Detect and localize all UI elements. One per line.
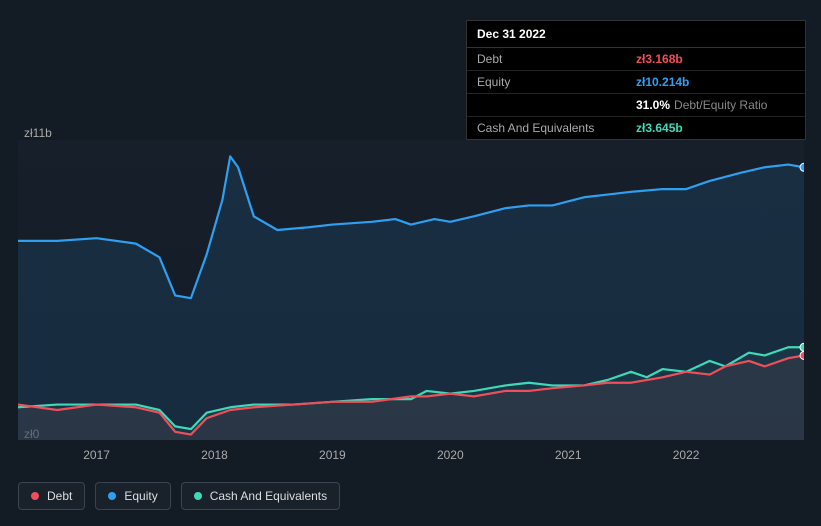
tooltip-row-label: Equity xyxy=(477,75,636,89)
legend-label: Cash And Equivalents xyxy=(210,489,327,503)
tooltip-row-suffix: Debt/Equity Ratio xyxy=(674,98,767,112)
legend-dot-icon xyxy=(108,492,116,500)
tooltip-row: Debtzł3.168b xyxy=(467,48,805,71)
legend-item[interactable]: Debt xyxy=(18,482,85,510)
tooltip-row-value: 31.0%Debt/Equity Ratio xyxy=(636,98,795,112)
tooltip-row-value: zł3.168b xyxy=(636,52,795,66)
x-axis-tick: 2021 xyxy=(555,448,582,462)
x-axis-tick: 2019 xyxy=(319,448,346,462)
legend-item[interactable]: Cash And Equivalents xyxy=(181,482,340,510)
x-axis-tick: 2020 xyxy=(437,448,464,462)
legend-label: Equity xyxy=(124,489,157,503)
legend-dot-icon xyxy=(31,492,39,500)
chart-tooltip: Dec 31 2022 Debtzł3.168bEquityzł10.214b3… xyxy=(466,20,806,140)
tooltip-date: Dec 31 2022 xyxy=(467,21,805,48)
legend-item[interactable]: Equity xyxy=(95,482,170,510)
tooltip-row-label: Cash And Equivalents xyxy=(477,121,636,135)
tooltip-row-value: zł3.645b xyxy=(636,121,795,135)
x-axis-tick: 2022 xyxy=(673,448,700,462)
tooltip-row: Equityzł10.214b xyxy=(467,71,805,94)
tooltip-row-value: zł10.214b xyxy=(636,75,795,89)
tooltip-row: 31.0%Debt/Equity Ratio xyxy=(467,94,805,117)
x-axis-tick: 2017 xyxy=(83,448,110,462)
y-axis-max-label: zł11b xyxy=(24,126,52,140)
legend-label: Debt xyxy=(47,489,72,503)
chart-plot-area[interactable] xyxy=(18,140,804,440)
x-axis-tick: 2018 xyxy=(201,448,228,462)
legend-dot-icon xyxy=(194,492,202,500)
tooltip-row: Cash And Equivalentszł3.645b xyxy=(467,117,805,139)
cash-end-marker xyxy=(800,343,804,351)
tooltip-row-label: Debt xyxy=(477,52,636,66)
debt-end-marker xyxy=(800,351,804,359)
chart-legend: Debt Equity Cash And Equivalents xyxy=(18,482,340,510)
tooltip-row-label xyxy=(477,98,636,112)
equity-end-marker xyxy=(800,163,804,171)
x-axis: 2017 2018 2019 2020 2021 2022 xyxy=(18,448,804,468)
